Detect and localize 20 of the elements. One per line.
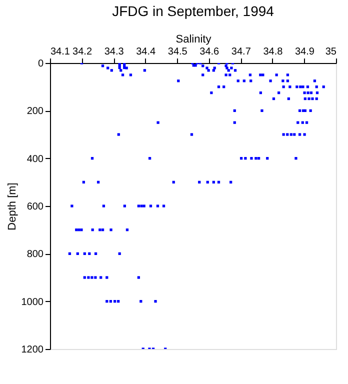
x-tick-label: 34.6 [200,46,220,58]
y-tick-label: 1000 [21,296,44,308]
y-tick-label: 200 [26,106,44,118]
chart-title: JFDG in September, 1994 [112,3,274,19]
x-axis-title: Salinity [176,34,212,46]
y-tick-label: 0 [38,58,44,70]
y-tick-label: 400 [26,154,44,165]
x-tick-label: 34.3 [104,46,124,58]
x-tick-label: 34.7 [231,46,252,58]
x-tick-label: 34.5 [168,46,188,58]
y-tick-label: 1200 [21,344,44,356]
x-tick-label: 34.4 [136,46,156,58]
x-tick-label: 34.2 [72,46,92,58]
x-tick-label: 34.9 [294,46,315,58]
x-tick-label: 34.1 [50,46,70,58]
x-tick-label: 35 [325,46,337,58]
y-tick-label: 800 [26,249,44,260]
y-axis-title: Depth [m] [6,182,18,230]
x-tick-label: 34.8 [263,46,284,58]
y-tick-label: 600 [26,202,44,212]
